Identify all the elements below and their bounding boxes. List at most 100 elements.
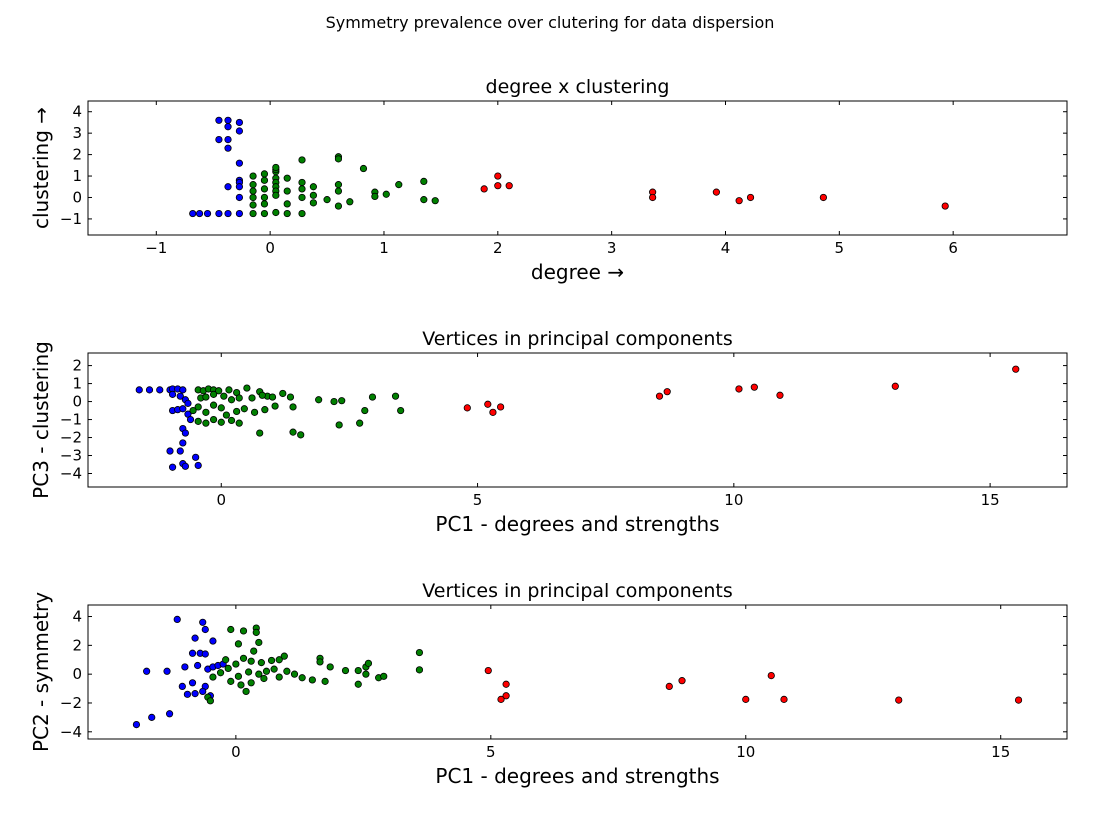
panel-3-series-2-point	[242, 687, 250, 696]
panel-3-series-1-point	[209, 637, 217, 645]
panel-1-series-2-point	[298, 209, 306, 218]
panel-3-series-2-point	[415, 666, 424, 674]
panel-1-series-2-point	[272, 208, 280, 217]
panel-3-y-tick-label: −4	[60, 723, 82, 741]
panel-2-series-2-point	[279, 389, 287, 398]
panel-3-x-tick-label: 15	[991, 743, 1010, 761]
panel-2-series-2-point	[330, 397, 338, 406]
panel-2-y-tick-label: −4	[60, 465, 82, 483]
panel-2-series-2-point	[289, 403, 297, 411]
panel-3-series-2-point	[239, 654, 248, 662]
panel-2-series-1-point	[186, 415, 195, 424]
panel-2-y-tick-label: −2	[60, 429, 82, 447]
panel-3-series-2-point	[247, 679, 255, 687]
panel-3-series-2-point	[275, 656, 283, 664]
panel-3-series-2-point	[341, 666, 350, 675]
panel-3-series-2-point	[247, 657, 255, 665]
panel-2-series-2-point	[335, 421, 343, 429]
panel-2-series-2-point	[289, 428, 297, 436]
panel-1-series-2-point	[283, 174, 291, 182]
panel-3-series-3-point	[1014, 696, 1023, 704]
panel-2-series-2-point	[217, 418, 225, 426]
panel-3-series-2-point	[267, 656, 276, 665]
panel-2-series-1-point	[184, 399, 192, 407]
panel-3-series-2-point	[354, 666, 362, 675]
panel-1-series-2-point	[334, 202, 343, 210]
panel-3-series-2-point	[227, 677, 235, 685]
panel-1-series-1-point	[235, 209, 244, 218]
panel-1-series-2-point	[260, 185, 269, 193]
panel-1-title: degree x clustering	[486, 76, 670, 98]
panel-3-series-2-point	[250, 647, 258, 655]
panel-2-series-2-point	[250, 408, 259, 416]
panel-1-series-1-point	[224, 135, 232, 144]
panel-3: 0 5 10 15 −4 −2 0 2 4 Vertices in principal compo…	[29, 580, 1068, 788]
panel-1-series-1-point	[189, 209, 197, 218]
panel-2-x-tick-label: 0	[216, 491, 226, 509]
panel-1-series-2-point	[309, 183, 317, 191]
panel-3-series-2-point	[270, 665, 278, 673]
panel-2-series-3-point	[891, 382, 899, 390]
panel-2-series-2-point	[202, 408, 210, 416]
panel-1-series-2-point	[334, 187, 343, 195]
panel-2-series-2-point	[227, 416, 236, 425]
panel-2-series-3-point	[484, 400, 492, 408]
panel-2-series-2-point	[225, 386, 233, 394]
panel-2-series-2-point	[297, 431, 305, 439]
panel-1-y-tick-label: 1	[72, 167, 82, 185]
panel-3-series-1-point	[165, 710, 174, 718]
panel-3-series-1-point	[201, 650, 209, 658]
panel-3-series-3-point	[780, 695, 788, 703]
panel-1-series-2-point	[382, 190, 390, 198]
panel-3-y-tick-label: 2	[72, 636, 82, 654]
panel-3-series-2-point	[290, 670, 299, 678]
panel-3-series-2-point	[354, 680, 362, 688]
panel-3-y-tick-label: −2	[60, 694, 82, 712]
panel-2-series-2-point	[194, 403, 202, 411]
panel-2-series-1-point	[145, 386, 154, 394]
panel-3-series-3-point	[502, 680, 510, 688]
panel-2-y-tick-label: −1	[60, 411, 82, 429]
panel-1-series-3-point	[712, 188, 720, 196]
panel-1-series-3-point	[746, 193, 755, 202]
panel-2-series-2-point	[368, 393, 377, 401]
panel-2-series-3-point	[663, 388, 671, 396]
panel-2-x-axis-label: PC1 - degrees and strengths	[435, 512, 719, 536]
panel-3-series-1-point	[188, 679, 197, 687]
panel-2-series-2-point	[286, 393, 295, 401]
panel-1-series-2-point	[260, 176, 269, 184]
panel-1-series-3-point	[480, 185, 488, 193]
panel-3-series-2-point	[216, 669, 225, 677]
panel-3-series-1-point	[132, 720, 141, 729]
panel-3-series-1-point	[199, 687, 207, 696]
panel-1-series-3-point	[819, 193, 827, 202]
panel-2-series-2-point	[209, 401, 218, 409]
panel-3-series-2-point	[252, 628, 260, 636]
panel-1-x-tick-label: −1	[145, 239, 167, 257]
panel-1-x-tick-label: 2	[493, 239, 503, 257]
panel-2-series-1-point	[194, 461, 202, 470]
panel-2-y-tick-label: −3	[60, 447, 82, 465]
panel-3-series-2-point	[255, 638, 263, 647]
panel-3-series-3-point	[484, 666, 492, 675]
panel-3-series-1-point	[181, 663, 189, 671]
panel-1-series-3-point	[649, 193, 657, 202]
panel-3-y-tick-label: 4	[72, 608, 82, 626]
panel-2-series-2-point	[209, 415, 218, 424]
panel-2-series-2-point	[243, 384, 251, 392]
panel-3-series-2-point	[255, 670, 263, 678]
panel-2-series-2-point	[258, 391, 266, 399]
panel-1-series-2-point	[431, 197, 439, 205]
panel-3-series-2-point	[380, 672, 388, 680]
panel-1-series-1-point	[235, 159, 244, 167]
panel-1-series-1-point	[215, 135, 223, 144]
panel-1-series-2-point	[260, 193, 269, 202]
panel-3-series-2-point	[222, 656, 230, 664]
panel-2-series-3-point	[497, 403, 505, 411]
panel-1-x-axis-label: degree →	[531, 260, 624, 284]
panel-1-series-1-point	[224, 116, 232, 124]
panel-2-series-2-point	[397, 406, 405, 415]
panel-3-series-2-point	[237, 681, 245, 689]
panel-2-series-1-point	[181, 462, 189, 470]
